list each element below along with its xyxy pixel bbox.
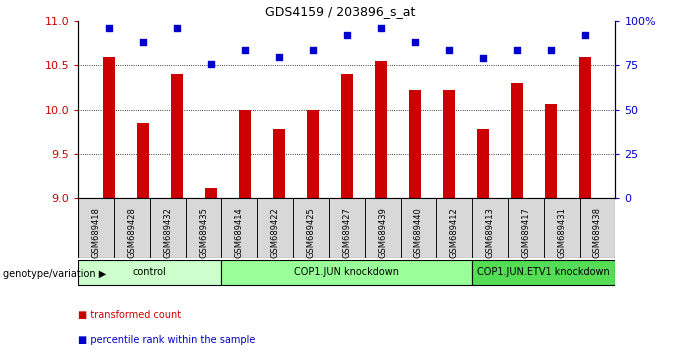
Bar <box>329 198 364 258</box>
Point <box>409 40 420 45</box>
Bar <box>257 198 293 258</box>
Bar <box>78 198 114 258</box>
Text: GSM689438: GSM689438 <box>593 207 602 258</box>
Bar <box>437 198 472 258</box>
Point <box>103 25 114 31</box>
Bar <box>508 198 544 258</box>
Text: GSM689432: GSM689432 <box>163 207 172 258</box>
Text: GSM689435: GSM689435 <box>199 207 208 258</box>
Bar <box>103 57 114 198</box>
Text: COP1.JUN knockdown: COP1.JUN knockdown <box>294 267 399 277</box>
Bar <box>137 123 148 198</box>
Text: GSM689418: GSM689418 <box>92 207 101 258</box>
Bar <box>205 188 217 198</box>
Bar <box>171 74 183 198</box>
Text: GSM689425: GSM689425 <box>307 207 316 258</box>
Text: control: control <box>133 267 167 277</box>
Bar <box>472 198 508 258</box>
Text: GSM689422: GSM689422 <box>271 207 279 258</box>
Bar <box>401 198 437 258</box>
Bar <box>150 198 186 258</box>
Bar <box>579 198 615 258</box>
Text: GSM689428: GSM689428 <box>127 207 137 258</box>
Bar <box>341 74 353 198</box>
Bar <box>409 90 421 198</box>
Bar <box>239 110 251 198</box>
Text: GDS4159 / 203896_s_at: GDS4159 / 203896_s_at <box>265 5 415 18</box>
Bar <box>472 260 615 285</box>
Bar <box>186 198 222 258</box>
Bar <box>477 129 489 198</box>
Point <box>443 47 454 52</box>
Text: GSM689417: GSM689417 <box>522 207 530 258</box>
Bar <box>222 260 472 285</box>
Bar <box>222 198 257 258</box>
Point <box>273 54 284 59</box>
Text: GSM689440: GSM689440 <box>414 207 423 258</box>
Text: GSM689412: GSM689412 <box>449 207 459 258</box>
Bar <box>375 61 387 198</box>
Bar <box>307 110 319 198</box>
Text: ■ transformed count: ■ transformed count <box>78 310 182 320</box>
Point <box>477 56 488 61</box>
Text: COP1.JUN.ETV1 knockdown: COP1.JUN.ETV1 knockdown <box>477 267 610 277</box>
Bar <box>545 104 557 198</box>
Bar <box>511 83 523 198</box>
Point <box>545 47 556 52</box>
Text: GSM689431: GSM689431 <box>557 207 566 258</box>
Text: genotype/variation ▶: genotype/variation ▶ <box>3 269 107 279</box>
Point <box>239 47 250 52</box>
Bar <box>544 198 579 258</box>
Point <box>171 25 182 31</box>
Text: GSM689414: GSM689414 <box>235 207 244 258</box>
Bar <box>78 260 222 285</box>
Point <box>205 61 216 67</box>
Point <box>375 25 386 31</box>
Text: GSM689439: GSM689439 <box>378 207 387 258</box>
Bar <box>293 198 329 258</box>
Text: ■ percentile rank within the sample: ■ percentile rank within the sample <box>78 335 256 345</box>
Point <box>307 47 318 52</box>
Bar <box>273 129 285 198</box>
Bar <box>114 198 150 258</box>
Point <box>579 33 590 38</box>
Bar <box>364 198 401 258</box>
Text: GSM689413: GSM689413 <box>486 207 494 258</box>
Text: GSM689427: GSM689427 <box>342 207 352 258</box>
Bar <box>579 57 591 198</box>
Point <box>137 40 148 45</box>
Point <box>511 47 522 52</box>
Bar <box>443 90 455 198</box>
Point <box>341 33 352 38</box>
